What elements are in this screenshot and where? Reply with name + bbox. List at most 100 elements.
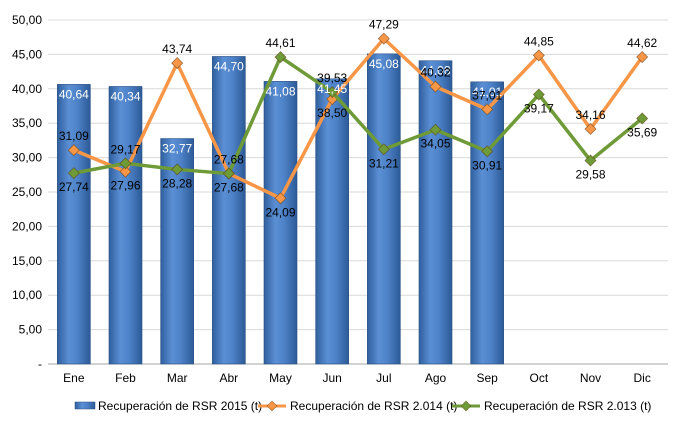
x-tick-label: Dic xyxy=(633,371,650,385)
line-data-label: 34,16 xyxy=(575,108,605,122)
data-labels: 40,64 40,34 32,77 44,70 41,08 41,45 45,08 44,08… xyxy=(59,18,658,220)
bar xyxy=(418,60,453,365)
bar-data-label: 45,08 xyxy=(369,57,399,71)
legend-label: Recuperación de RSR 2.014 (t) xyxy=(290,399,457,413)
line-data-label: 24,09 xyxy=(265,205,295,219)
data-point xyxy=(532,49,545,62)
line-data-label: 27,68 xyxy=(214,181,244,195)
y-tick-label: 40,00 xyxy=(12,82,42,96)
line-data-label: 43,74 xyxy=(162,42,192,56)
line-data-label: 27,96 xyxy=(110,179,140,193)
x-tick-label: Sep xyxy=(476,371,498,385)
data-point xyxy=(222,167,235,180)
gridlines xyxy=(48,19,668,331)
x-tick-label: Oct xyxy=(529,371,548,385)
data-point xyxy=(584,154,597,167)
data-point xyxy=(481,103,494,116)
bar-data-label: 41,45 xyxy=(317,82,347,96)
legend-marker xyxy=(266,400,278,412)
data-point xyxy=(532,88,545,101)
bar xyxy=(108,86,143,365)
x-tick-label: Nov xyxy=(580,371,601,385)
legend-item: Recuperación de RSR 2.014 (t) xyxy=(258,399,457,413)
data-point xyxy=(119,165,132,178)
x-tick-label: May xyxy=(269,371,292,385)
y-tick-label: 5,00 xyxy=(19,323,43,337)
line-data-label: 47,29 xyxy=(369,18,399,32)
bar xyxy=(367,53,401,365)
bar-data-label: 32,77 xyxy=(162,142,192,156)
line-data-label: 30,91 xyxy=(472,158,502,172)
x-tick-label: Abr xyxy=(219,371,238,385)
legend-item: Recuperación de RSR 2015 (t) xyxy=(74,399,262,413)
bar xyxy=(212,56,246,365)
line-data-label: 44,61 xyxy=(265,36,295,50)
legend-marker xyxy=(460,400,472,412)
y-tick-label: 30,00 xyxy=(12,151,42,165)
data-point xyxy=(67,167,80,180)
data-point xyxy=(429,123,442,136)
x-tick-label: Ago xyxy=(425,371,447,385)
line-data-label: 31,21 xyxy=(369,156,399,170)
legend: Recuperación de RSR 2015 (t) Recuperación… xyxy=(74,399,651,413)
line-data-label: 31,09 xyxy=(59,129,89,143)
line-data-label: 44,62 xyxy=(627,36,657,50)
data-point xyxy=(171,163,184,176)
bar-data-label: 40,34 xyxy=(110,89,140,103)
bar xyxy=(263,81,298,365)
y-tick-label: 35,00 xyxy=(12,116,42,130)
data-point xyxy=(119,157,132,170)
data-point xyxy=(171,57,184,70)
bar xyxy=(160,138,194,365)
bar-data-label: 44,70 xyxy=(214,59,244,73)
data-point xyxy=(584,122,597,136)
y-tick-label: 45,00 xyxy=(12,47,42,61)
line-data-label: 44,85 xyxy=(524,34,554,48)
line-data-label: 27,74 xyxy=(59,180,89,194)
line-data-label: 37,01 xyxy=(472,88,502,102)
line-data-label: 29,17 xyxy=(110,142,140,156)
legend-label: Recuperación de RSR 2015 (t) xyxy=(98,399,262,413)
line-data-label: 40,32 xyxy=(420,66,450,80)
legend-label: Recuperación de RSR 2.013 (t) xyxy=(484,399,651,413)
bar-data-label: 44,08 xyxy=(420,64,450,78)
series-line xyxy=(73,36,644,201)
bar-data-label: 41,01 xyxy=(472,85,502,99)
data-point xyxy=(67,144,80,157)
line-data-label: 35,69 xyxy=(627,125,657,139)
data-point xyxy=(274,192,287,205)
data-point xyxy=(377,143,390,156)
x-tick-label: Jul xyxy=(376,371,391,385)
data-point xyxy=(326,85,339,99)
line-data-label: 38,50 xyxy=(317,106,347,120)
bar xyxy=(470,81,504,365)
x-tick-label: Mar xyxy=(167,371,188,385)
bar-series xyxy=(57,53,504,365)
line-data-label: 34,05 xyxy=(420,137,450,151)
x-tick-label: Ene xyxy=(63,371,85,385)
data-point xyxy=(274,51,287,64)
y-tick-label: 15,00 xyxy=(12,254,42,268)
bar-data-label: 40,64 xyxy=(59,87,89,101)
line-data-label: 27,68 xyxy=(214,153,244,167)
data-point xyxy=(636,50,649,64)
y-tick-label: 20,00 xyxy=(12,219,42,233)
data-point xyxy=(481,145,494,158)
x-tick-label: Jun xyxy=(322,371,341,385)
y-tick-label: 50,00 xyxy=(12,13,42,27)
data-point xyxy=(636,112,649,125)
line-data-label: 28,28 xyxy=(162,176,192,190)
bar-data-label: 41,08 xyxy=(265,84,295,98)
series-line xyxy=(73,55,644,176)
y-tick-label: - xyxy=(38,357,42,371)
y-tick-label: 25,00 xyxy=(12,185,42,199)
line-data-label: 39,53 xyxy=(317,71,347,85)
bar xyxy=(57,84,91,365)
legend-swatch xyxy=(74,401,96,410)
data-point xyxy=(429,80,442,93)
axes: - 5,00 10,00 15,00 20,00 25,00 30,00 35,00 40,00… xyxy=(12,13,668,385)
y-tick-label: 10,00 xyxy=(12,288,42,302)
x-tick-label: Feb xyxy=(115,371,136,385)
